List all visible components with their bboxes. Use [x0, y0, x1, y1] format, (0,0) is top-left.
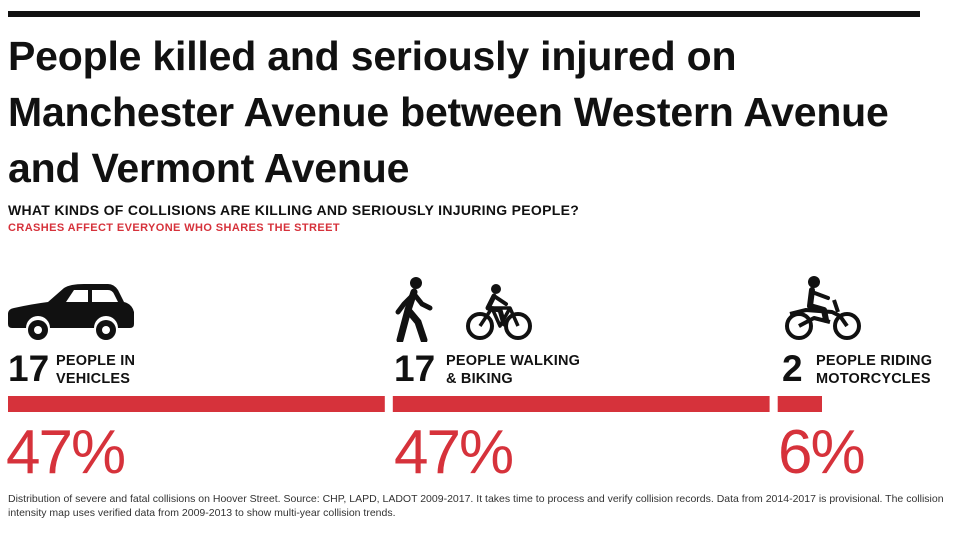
- percent-vehicles: 47%: [6, 418, 126, 487]
- percent-walking-biking: 47%: [394, 418, 514, 487]
- category-label-walking-biking: PEOPLE WALKING & BIKING: [446, 353, 581, 387]
- collision-share-bars: [8, 396, 822, 412]
- bar-walking-biking: [392, 396, 770, 412]
- count-walking-biking: 17: [394, 348, 436, 389]
- percent-motorcycles: 6%: [778, 418, 866, 487]
- bar-vehicles: [8, 396, 385, 412]
- category-label-motorcycles: PEOPLE RIDING MOTORCYCLES: [816, 353, 933, 387]
- chart-subtitle: WHAT KINDS OF COLLISIONS ARE KILLING AND…: [8, 202, 580, 218]
- bar-motorcycles: [777, 396, 822, 412]
- motorcycle-icon: [785, 276, 861, 340]
- count-vehicles: 17: [8, 348, 50, 389]
- top-rule: [8, 11, 920, 17]
- page-title: People killed and seriously injured on M…: [8, 33, 889, 191]
- category-label-vehicles: PEOPLE IN VEHICLES: [56, 353, 136, 387]
- chart-tagline: CRASHES AFFECT EVERYONE WHO SHARES THE S…: [8, 222, 340, 234]
- count-motorcycles: 2: [782, 348, 803, 389]
- car-icon: [8, 284, 134, 340]
- footnote: Distribution of severe and fatal collisi…: [8, 493, 944, 519]
- bicycle-icon: [466, 284, 532, 340]
- pedestrian-icon: [395, 277, 433, 342]
